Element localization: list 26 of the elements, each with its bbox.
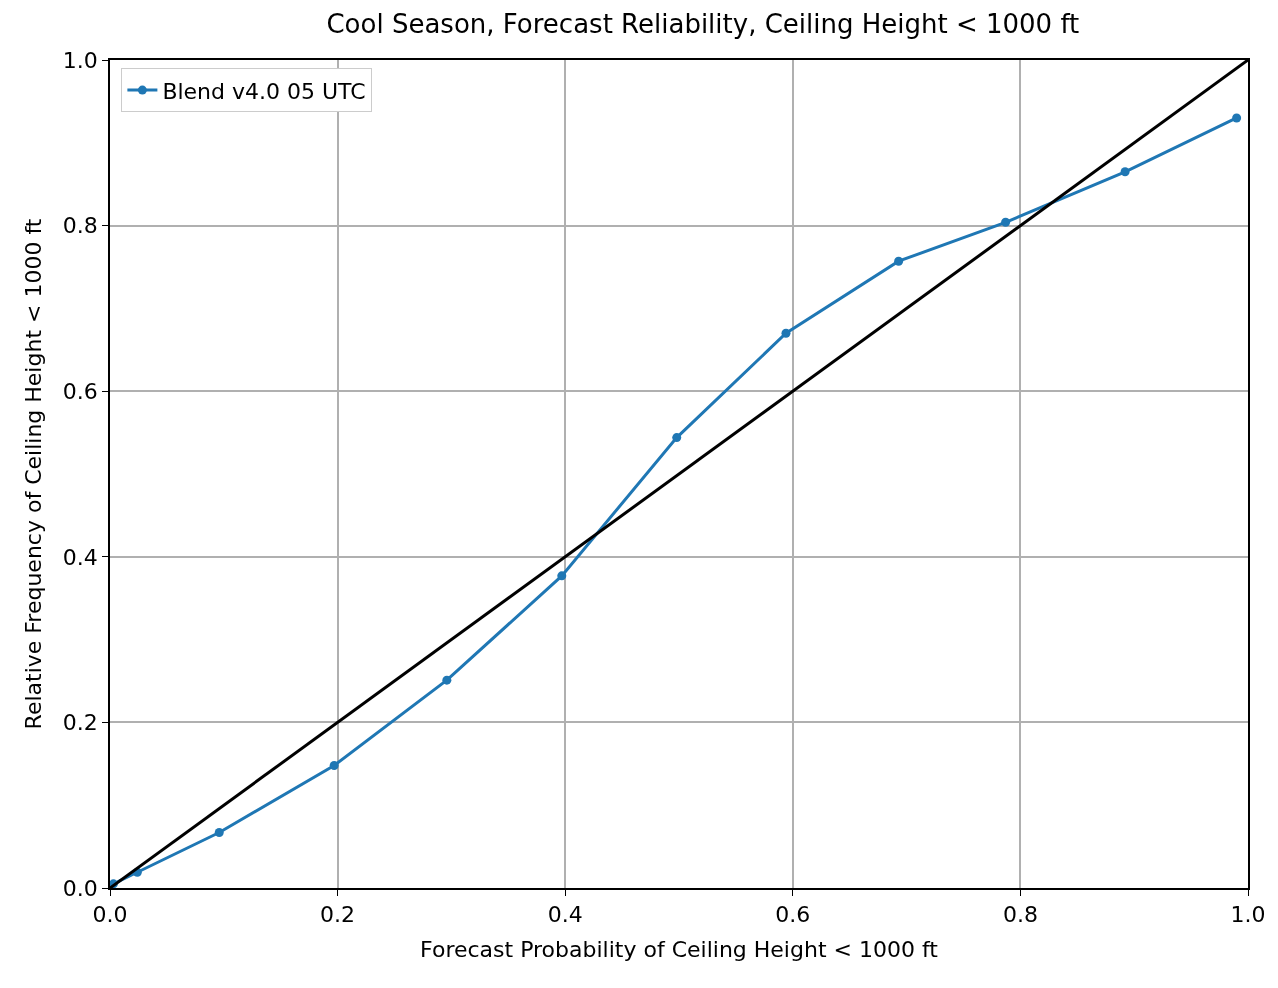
point bbox=[214, 828, 224, 838]
point bbox=[557, 571, 567, 581]
y-tick-label: 0.4 bbox=[62, 544, 98, 570]
x-axis-title: Forecast Probability of Ceiling Height < 1000 ft bbox=[420, 936, 939, 962]
x-tick-label: 0.0 bbox=[92, 902, 128, 928]
x-tick-label: 1.0 bbox=[1230, 902, 1266, 928]
point bbox=[1120, 167, 1130, 177]
point bbox=[442, 675, 452, 685]
y-axis-title: Relative Frequency of Ceiling Height < 1000 ft bbox=[21, 218, 47, 730]
point bbox=[329, 760, 339, 770]
x-tick-label: 0.6 bbox=[775, 902, 811, 928]
point bbox=[894, 256, 904, 266]
point bbox=[1001, 217, 1011, 227]
point bbox=[672, 433, 682, 443]
point bbox=[1232, 113, 1242, 123]
point bbox=[781, 328, 791, 338]
y-tick-label: 0.6 bbox=[62, 378, 98, 404]
legend-label: Blend v4.0 05 UTC bbox=[162, 78, 366, 104]
y-tick-label: 0.0 bbox=[62, 875, 98, 901]
x-tick-label: 0.8 bbox=[1002, 902, 1038, 928]
x-tick-label: 0.4 bbox=[547, 902, 583, 928]
x-tick-label: 0.2 bbox=[320, 902, 356, 928]
y-tick-label: 0.2 bbox=[62, 710, 98, 736]
chart-title: Cool Season, Forecast Reliability, Ceiling Height < 1000 ft bbox=[326, 9, 1080, 40]
y-tick-label: 1.0 bbox=[62, 47, 98, 73]
y-tick-label: 0.8 bbox=[62, 213, 98, 239]
